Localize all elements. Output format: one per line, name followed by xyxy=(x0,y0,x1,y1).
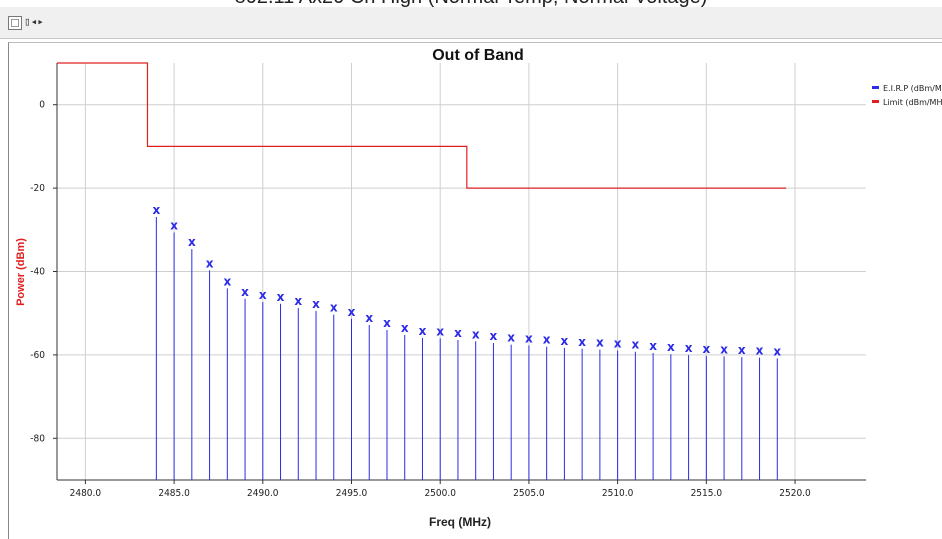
x-tick-labels: 2480.0 2485.0 2490.0 2495.0 2500.0 2505.0 2510… xyxy=(70,480,811,499)
limit-line xyxy=(57,62,787,189)
legend-label-1: Limit (dBm/MHz) xyxy=(883,98,942,107)
eirp-point-35: x xyxy=(773,344,781,358)
legend-swatch-0 xyxy=(872,86,879,89)
eirp-point-20: x xyxy=(507,331,515,345)
eirp-point-1: x xyxy=(170,218,178,232)
eirp-point-10: x xyxy=(330,301,338,315)
chart-title: Out of Band xyxy=(432,47,524,64)
eirp-point-4: x xyxy=(223,274,231,288)
y-tick-labels: 0 -20 -40 -60 -80 xyxy=(30,100,57,444)
y-tick-label-2: -40 xyxy=(30,267,45,278)
eirp-point-9: x xyxy=(312,297,320,311)
x-tick-label-5: 2505.0 xyxy=(513,488,545,499)
legend: E.I.R.P (dBm/MHz) Limit (dBm/MHz) xyxy=(872,84,942,107)
y-tick-label-4: -80 xyxy=(30,433,45,444)
eirp-point-22: x xyxy=(543,333,551,347)
x-tick-label-0: 2480.0 xyxy=(70,488,102,499)
legend-label-0: E.I.R.P (dBm/MHz) xyxy=(883,84,942,93)
x-tick-label-4: 2500.0 xyxy=(424,488,456,499)
eirp-point-30: x xyxy=(685,341,693,355)
eirp-point-33: x xyxy=(738,343,746,357)
eirp-point-5: x xyxy=(241,285,249,299)
eirp-point-8: x xyxy=(294,294,302,308)
x-tick-label-8: 2520.0 xyxy=(779,488,811,499)
eirp-point-11: x xyxy=(348,305,356,319)
eirp-point-0: x xyxy=(152,203,160,217)
eirp-point-29: x xyxy=(667,340,675,354)
limit-series xyxy=(57,62,787,189)
x-tick-label-6: 2510.0 xyxy=(602,488,634,499)
eirp-point-15: x xyxy=(419,324,427,338)
eirp-point-26: x xyxy=(614,336,622,350)
eirp-point-24: x xyxy=(578,335,586,349)
legend-swatch-1 xyxy=(872,100,879,103)
eirp-point-16: x xyxy=(436,324,444,338)
eirp-point-21: x xyxy=(525,331,533,345)
eirp-point-23: x xyxy=(561,334,569,348)
eirp-point-17: x xyxy=(454,326,462,340)
eirp-point-13: x xyxy=(383,316,391,330)
y-tick-label-3: -60 xyxy=(30,350,45,361)
eirp-point-3: x xyxy=(206,256,214,270)
chart-panel xyxy=(8,42,942,539)
y-tick-label-0: 0 xyxy=(39,100,45,111)
eirp-point-12: x xyxy=(365,311,373,325)
eirp-point-19: x xyxy=(490,329,498,343)
x-tick-label-7: 2515.0 xyxy=(691,488,723,499)
eirp-point-31: x xyxy=(702,342,710,356)
eirp-point-18: x xyxy=(472,327,480,341)
eirp-point-27: x xyxy=(631,338,639,352)
eirp-point-28: x xyxy=(649,339,657,353)
split-horizontal-icon[interactable]: ▯◂▸ xyxy=(24,15,44,28)
eirp-point-14: x xyxy=(401,321,409,335)
eirp-point-7: x xyxy=(277,290,285,304)
y-axis-label: Power (dBm) xyxy=(15,238,27,306)
window-title: 802.11 Ax20 Ch High (Normal Temp, Normal… xyxy=(0,0,942,9)
toolbar: ▯◂▸ xyxy=(0,7,942,39)
y-tick-label-1: -20 xyxy=(30,183,45,194)
window-layout-icon[interactable] xyxy=(8,16,22,30)
eirp-point-2: x xyxy=(188,235,196,249)
eirp-point-6: x xyxy=(259,288,267,302)
eirp-point-25: x xyxy=(596,336,604,350)
eirp-point-32: x xyxy=(720,342,728,356)
x-axis-label: Freq (MHz) xyxy=(429,515,491,529)
x-tick-label-1: 2485.0 xyxy=(158,488,190,499)
eirp-point-34: x xyxy=(756,344,764,358)
x-tick-label-3: 2495.0 xyxy=(336,488,368,499)
x-tick-label-2: 2490.0 xyxy=(247,488,279,499)
